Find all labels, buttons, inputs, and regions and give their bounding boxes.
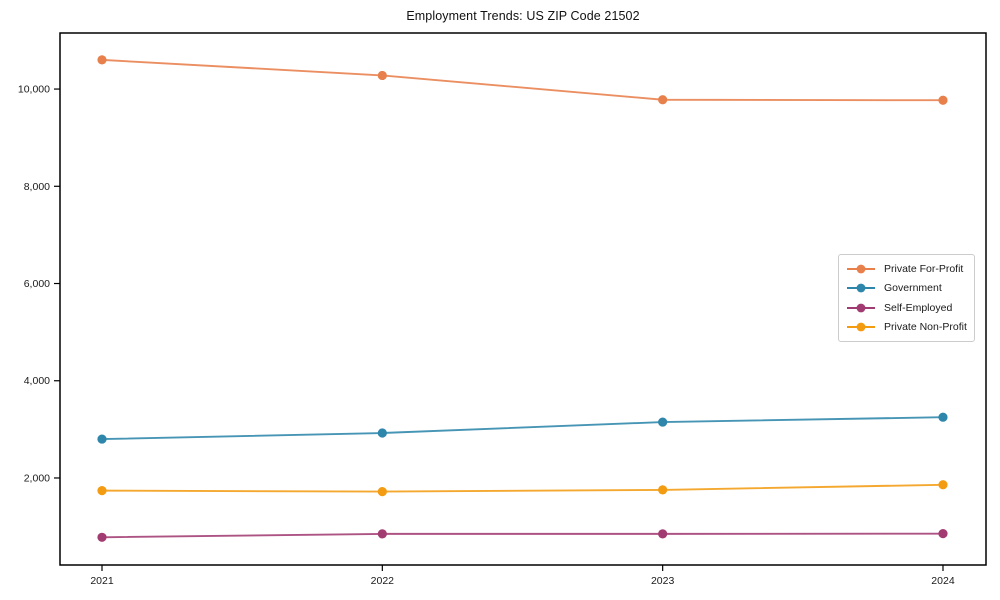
- data-point-private-for-profit: [938, 95, 948, 105]
- legend-item-private-for-profit: Private For-Profit: [846, 259, 968, 279]
- y-axis-tick-label: 2,000: [24, 472, 50, 484]
- y-axis-tick-label: 10,000: [18, 84, 50, 96]
- y-axis-tick-label: 6,000: [24, 278, 50, 290]
- x-axis-tick-label: 2021: [90, 575, 114, 587]
- data-point-private-non-profit: [938, 480, 948, 490]
- data-point-private-for-profit: [377, 70, 387, 81]
- data-point-private-non-profit: [377, 486, 387, 497]
- axes-frame: [59, 32, 987, 566]
- y-axis-tick-label: 8,000: [24, 181, 50, 193]
- legend-item-self-employed: Self-Employed: [846, 298, 968, 318]
- series-line-private-for-profit: [101, 58, 943, 102]
- series-line-government: [101, 416, 944, 441]
- series-line-self-employed: [101, 532, 943, 539]
- data-point-government: [938, 412, 948, 422]
- x-axis-tick-label: 2022: [371, 575, 395, 587]
- legend: Private For-Profit Government Self-Employe…: [838, 254, 975, 342]
- y-axis-tick-label: 4,000: [24, 375, 50, 387]
- data-point-government: [658, 417, 668, 427]
- legend-item-private-non-profit: Private Non-Profit: [846, 318, 968, 338]
- legend-label: Private For-Profit: [884, 262, 964, 275]
- chart-title: Employment Trends: US ZIP Code 21502: [406, 9, 640, 23]
- data-point-private-non-profit: [658, 485, 668, 495]
- data-point-self-employed: [938, 529, 948, 539]
- data-point-private-non-profit: [97, 486, 107, 496]
- data-point-self-employed: [97, 532, 107, 542]
- data-point-self-employed: [658, 529, 668, 539]
- data-point-government: [97, 434, 107, 444]
- x-axis-tick-label: 2023: [651, 575, 675, 587]
- legend-item-government: Government: [846, 279, 968, 299]
- legend-line-marker-icon: [847, 322, 875, 332]
- data-point-self-employed: [377, 529, 387, 539]
- series-line-private-non-profit: [101, 483, 944, 493]
- legend-line-marker-icon: [847, 264, 875, 274]
- data-point-private-for-profit: [97, 55, 107, 65]
- legend-label: Government: [884, 282, 942, 295]
- x-axis-tick-label: 2024: [931, 575, 955, 587]
- legend-label: Private Non-Profit: [884, 321, 967, 334]
- data-point-private-for-profit: [658, 95, 668, 105]
- data-point-government: [377, 428, 387, 438]
- legend-label: Self-Employed: [884, 301, 953, 314]
- legend-line-marker-icon: [847, 283, 875, 293]
- legend-line-marker-icon: [847, 303, 875, 313]
